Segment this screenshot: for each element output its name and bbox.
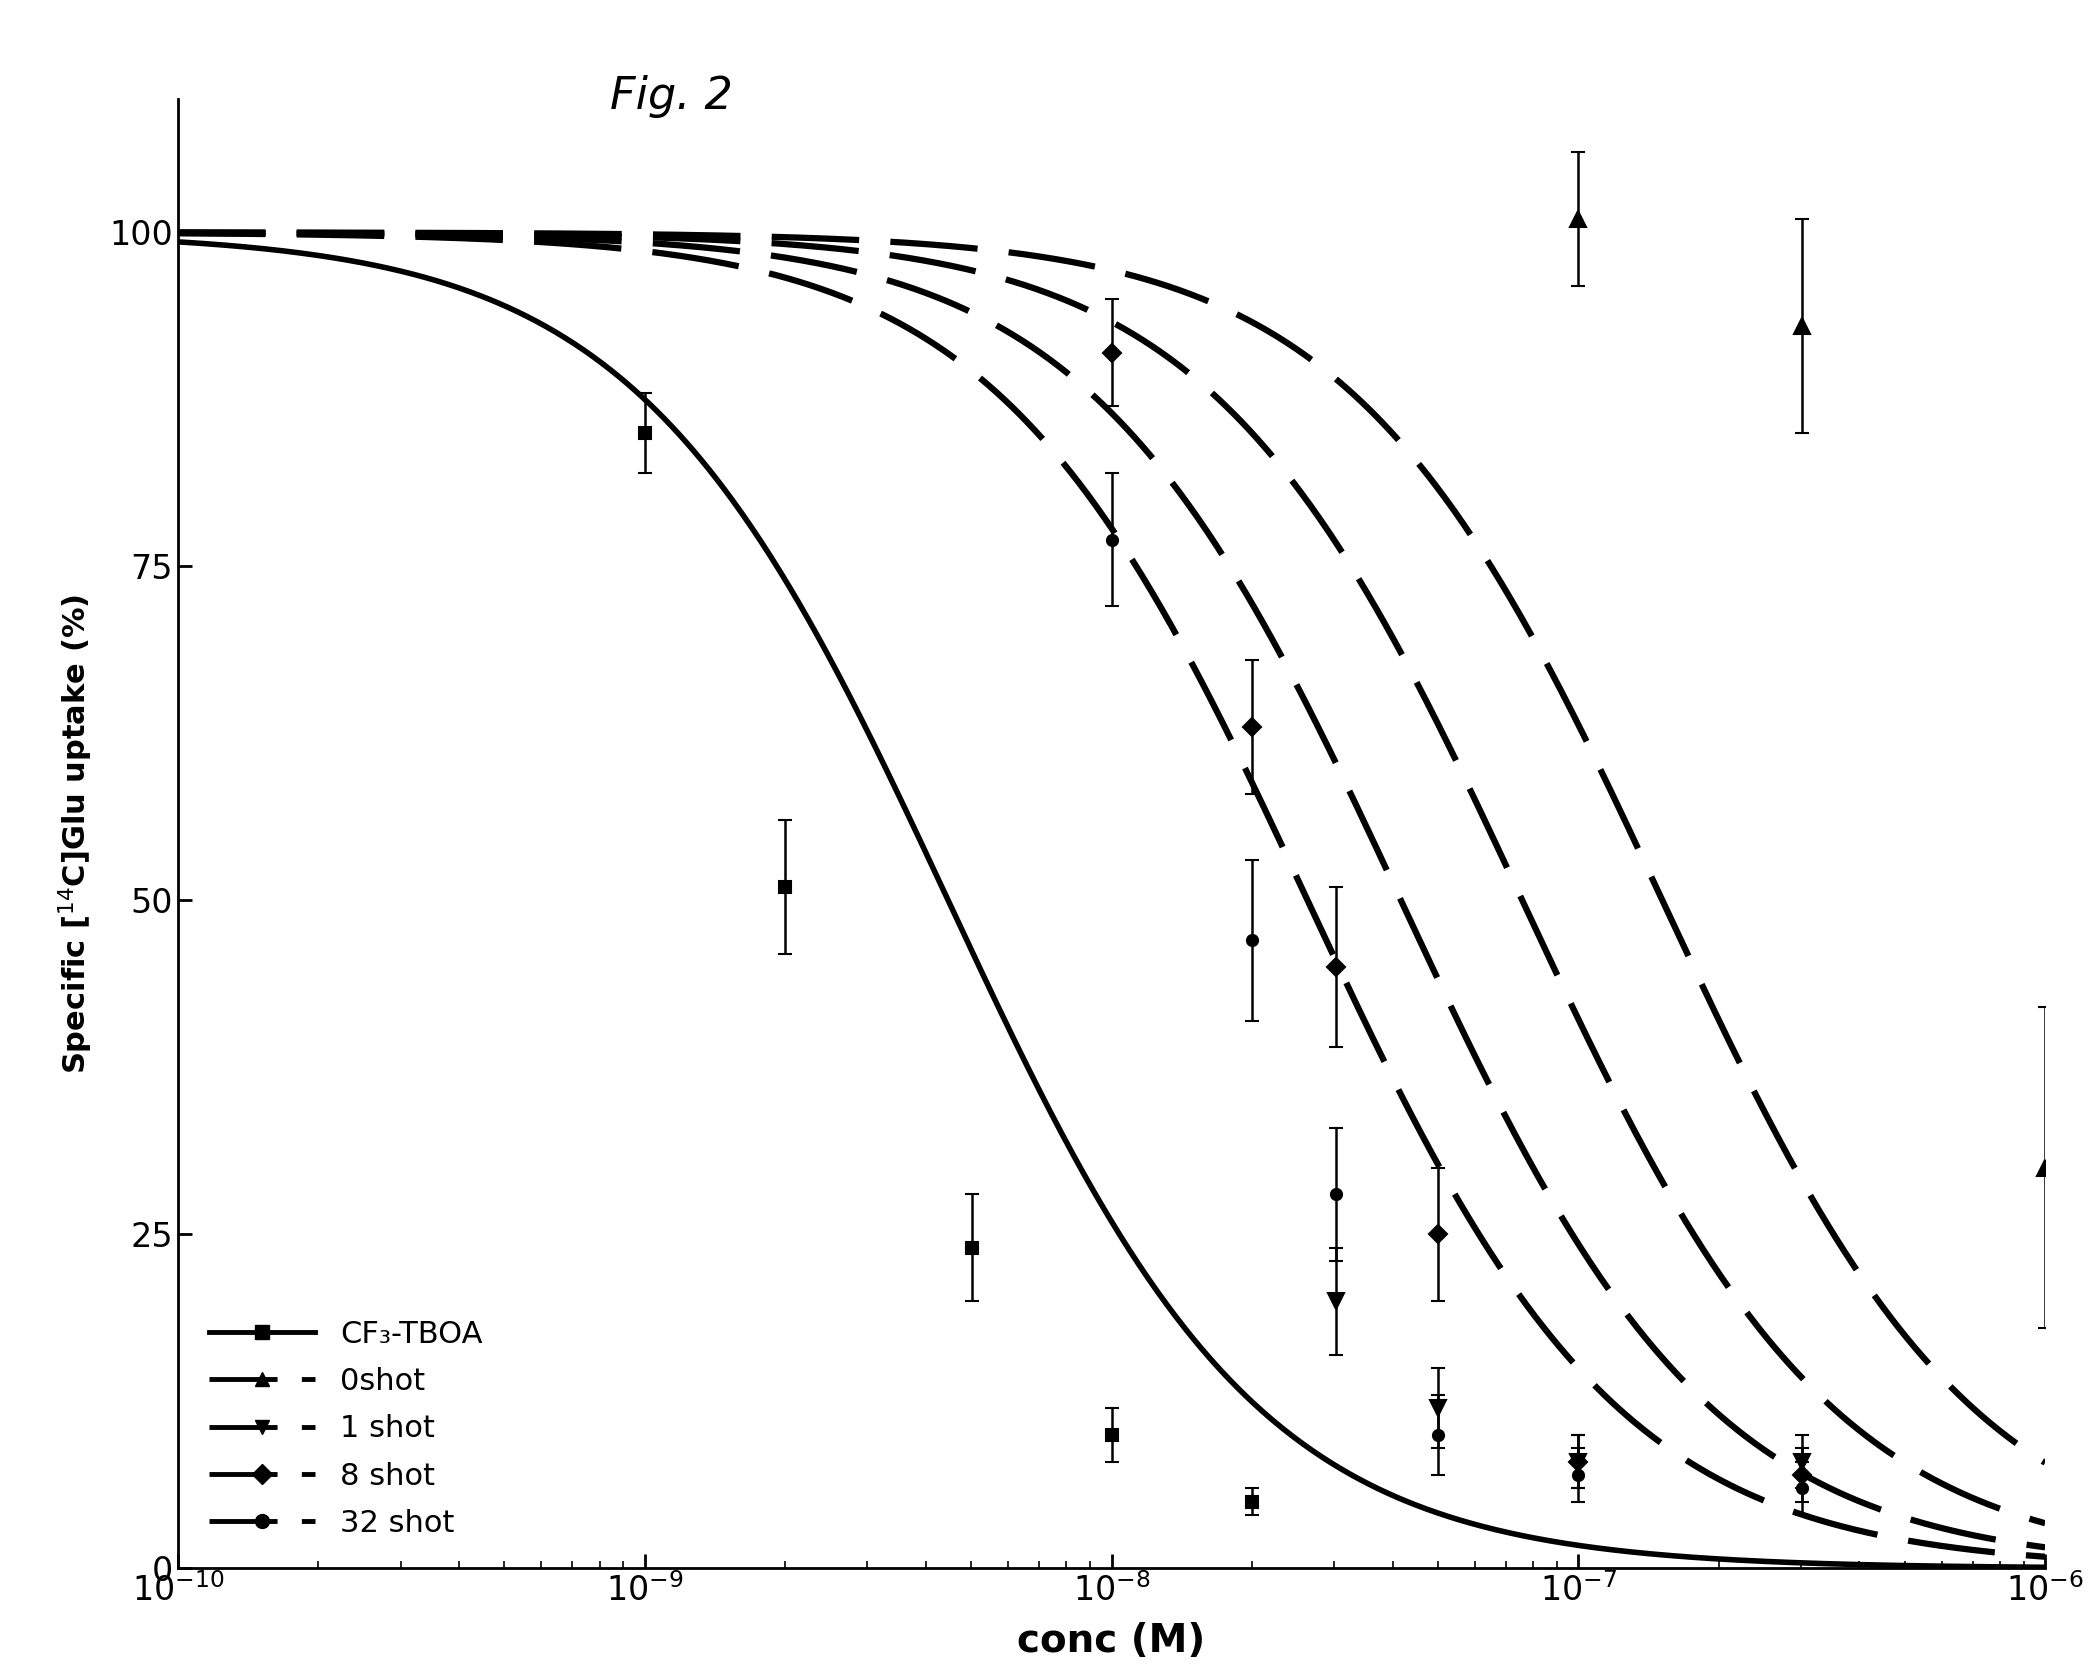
Legend: CF₃-TBOA, 0shot, 1 shot, 8 shot, 32 shot: CF₃-TBOA, 0shot, 1 shot, 8 shot, 32 shot (193, 1305, 497, 1553)
X-axis label: conc (M): conc (M) (1018, 1621, 1205, 1660)
Text: Fig. 2: Fig. 2 (611, 75, 733, 119)
Y-axis label: Specific [$^{14}$C]Glu uptake (%): Specific [$^{14}$C]Glu uptake (%) (57, 593, 94, 1074)
